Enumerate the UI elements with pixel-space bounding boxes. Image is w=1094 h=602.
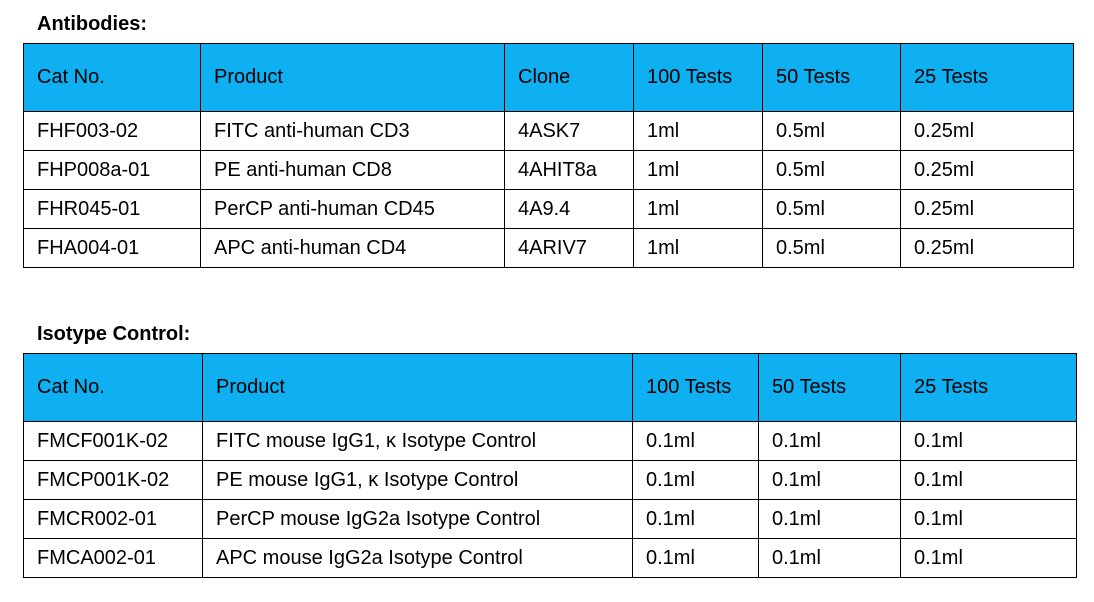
- cell-25-tests: 0.1ml: [900, 499, 1077, 539]
- cell-100-tests: 0.1ml: [632, 460, 759, 500]
- table-row: FHP008a-01 PE anti-human CD8 4AHIT8a 1ml…: [23, 150, 1074, 190]
- header-50-tests: 50 Tests: [758, 353, 901, 422]
- cell-clone: 4AHIT8a: [504, 150, 634, 190]
- table-row: FMCF001K-02 FITC mouse IgG1, κ Isotype C…: [23, 421, 1077, 461]
- cell-50-tests: 0.5ml: [762, 150, 901, 190]
- table-row: FHF003-02 FITC anti-human CD3 4ASK7 1ml …: [23, 111, 1074, 151]
- cell-cat-no: FMCF001K-02: [23, 421, 203, 461]
- cell-50-tests: 0.1ml: [758, 421, 901, 461]
- isotype-control-title: Isotype Control:: [37, 323, 191, 345]
- cell-clone: 4ARIV7: [504, 228, 634, 268]
- cell-25-tests: 0.25ml: [900, 228, 1074, 268]
- cell-100-tests: 1ml: [633, 111, 763, 151]
- table-header-row: Cat No. Product 100 Tests 50 Tests 25 Te…: [23, 353, 1077, 422]
- isotype-control-table: Cat No. Product 100 Tests 50 Tests 25 Te…: [23, 353, 1077, 578]
- table-row: FMCA002-01 APC mouse IgG2a Isotype Contr…: [23, 538, 1077, 578]
- table-row: FMCP001K-02 PE mouse IgG1, κ Isotype Con…: [23, 460, 1077, 500]
- header-product: Product: [200, 43, 505, 112]
- cell-cat-no: FMCR002-01: [23, 499, 203, 539]
- header-clone: Clone: [504, 43, 634, 112]
- cell-50-tests: 0.1ml: [758, 499, 901, 539]
- cell-product: FITC mouse IgG1, κ Isotype Control: [202, 421, 633, 461]
- header-100-tests: 100 Tests: [632, 353, 759, 422]
- cell-25-tests: 0.25ml: [900, 189, 1074, 229]
- cell-50-tests: 0.5ml: [762, 111, 901, 151]
- cell-product: PerCP mouse IgG2a Isotype Control: [202, 499, 633, 539]
- cell-100-tests: 0.1ml: [632, 538, 759, 578]
- cell-100-tests: 1ml: [633, 189, 763, 229]
- cell-100-tests: 1ml: [633, 228, 763, 268]
- cell-cat-no: FHP008a-01: [23, 150, 201, 190]
- header-50-tests: 50 Tests: [762, 43, 901, 112]
- cell-100-tests: 0.1ml: [632, 499, 759, 539]
- cell-25-tests: 0.1ml: [900, 421, 1077, 461]
- cell-cat-no: FHR045-01: [23, 189, 201, 229]
- table-row: FMCR002-01 PerCP mouse IgG2a Isotype Con…: [23, 499, 1077, 539]
- cell-product: FITC anti-human CD3: [200, 111, 505, 151]
- cell-25-tests: 0.25ml: [900, 150, 1074, 190]
- header-25-tests: 25 Tests: [900, 43, 1074, 112]
- table-header-row: Cat No. Product Clone 100 Tests 50 Tests…: [23, 43, 1074, 112]
- cell-50-tests: 0.1ml: [758, 460, 901, 500]
- header-cat-no: Cat No.: [23, 43, 201, 112]
- cell-25-tests: 0.1ml: [900, 460, 1077, 500]
- cell-clone: 4A9.4: [504, 189, 634, 229]
- cell-cat-no: FMCP001K-02: [23, 460, 203, 500]
- antibodies-title: Antibodies:: [37, 13, 147, 35]
- cell-product: PerCP anti-human CD45: [200, 189, 505, 229]
- cell-50-tests: 0.1ml: [758, 538, 901, 578]
- cell-product: PE mouse IgG1, κ Isotype Control: [202, 460, 633, 500]
- cell-25-tests: 0.25ml: [900, 111, 1074, 151]
- table-row: FHA004-01 APC anti-human CD4 4ARIV7 1ml …: [23, 228, 1074, 268]
- table-row: FHR045-01 PerCP anti-human CD45 4A9.4 1m…: [23, 189, 1074, 229]
- cell-product: APC mouse IgG2a Isotype Control: [202, 538, 633, 578]
- cell-cat-no: FHF003-02: [23, 111, 201, 151]
- cell-100-tests: 0.1ml: [632, 421, 759, 461]
- cell-product: PE anti-human CD8: [200, 150, 505, 190]
- cell-product: APC anti-human CD4: [200, 228, 505, 268]
- cell-cat-no: FMCA002-01: [23, 538, 203, 578]
- antibodies-table: Cat No. Product Clone 100 Tests 50 Tests…: [23, 43, 1074, 268]
- header-product: Product: [202, 353, 633, 422]
- header-25-tests: 25 Tests: [900, 353, 1077, 422]
- header-100-tests: 100 Tests: [633, 43, 763, 112]
- cell-100-tests: 1ml: [633, 150, 763, 190]
- cell-cat-no: FHA004-01: [23, 228, 201, 268]
- cell-50-tests: 0.5ml: [762, 189, 901, 229]
- cell-clone: 4ASK7: [504, 111, 634, 151]
- cell-25-tests: 0.1ml: [900, 538, 1077, 578]
- cell-50-tests: 0.5ml: [762, 228, 901, 268]
- header-cat-no: Cat No.: [23, 353, 203, 422]
